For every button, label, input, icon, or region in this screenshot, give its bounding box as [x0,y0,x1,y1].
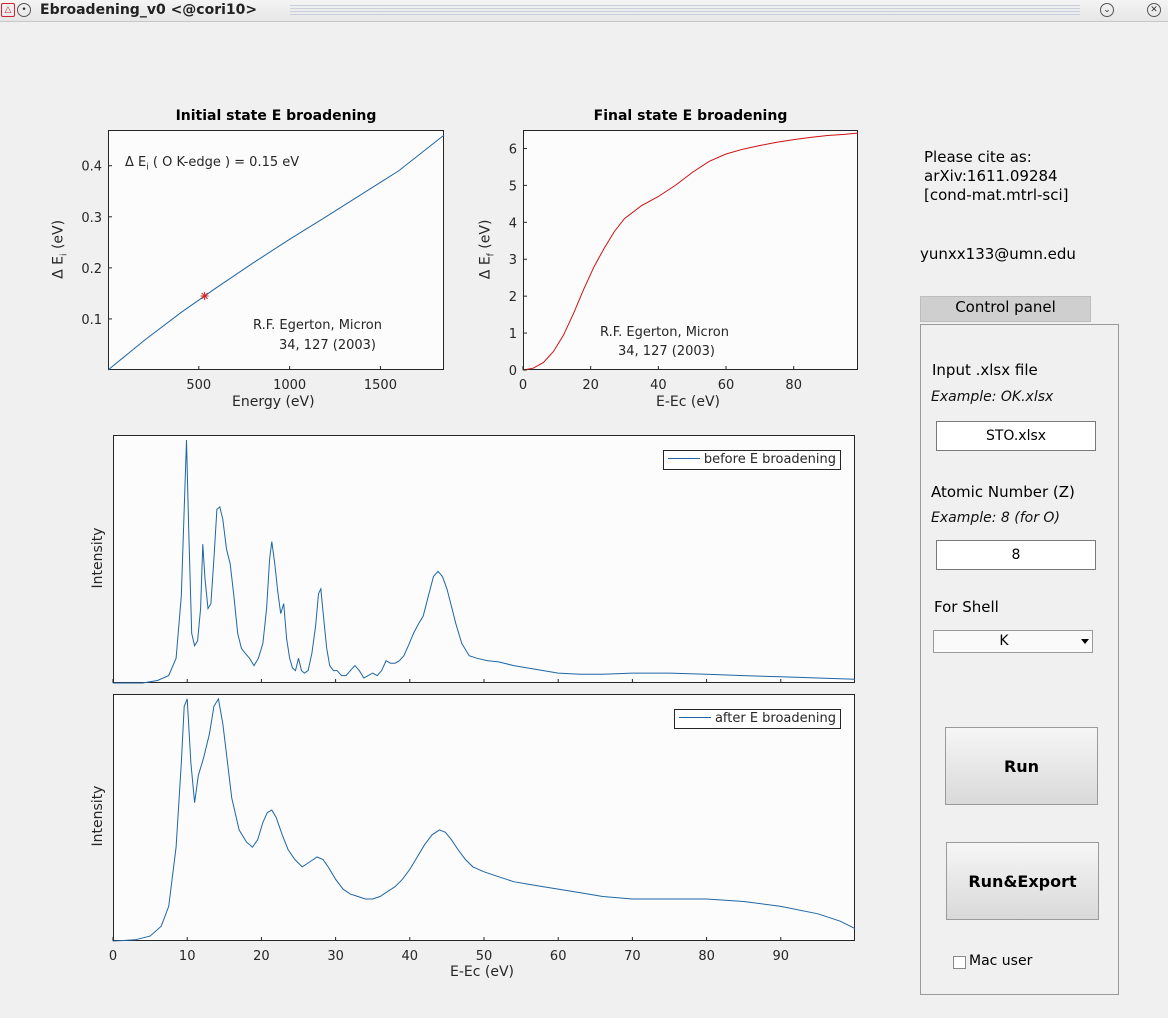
plot3-axes: before E broadening [113,435,855,683]
y-tick-label: 0.1 [81,313,102,328]
plot2-citation-line1: R.F. Egerton, Micron [600,325,729,340]
x-tick-label: 40 [402,949,419,964]
plot1-title: Initial state E broadening [175,108,377,124]
y-tick-label: 3 [509,253,517,268]
control-panel-title: Control panel [920,296,1091,322]
plot1-marker-point [200,291,209,300]
y-tick-label: 0.3 [81,211,102,226]
plot1-xlabel: Energy (eV) [232,394,315,410]
plot2-title: Final state E broadening [593,108,788,124]
plot2-series-line [522,132,859,371]
x-tick-label: 50 [476,949,493,964]
x-tick-label: 0 [109,949,117,964]
citation-box: Please cite as: arXiv:1611.09284 [cond-m… [922,148,1102,210]
email-text: yunxx133@umn.edu [920,244,1092,274]
y-tick-label: 1 [509,327,517,342]
plot1-annotation: Δ Ei ( O K-edge ) = 0.15 eV [125,155,300,173]
y-tick-label: 5 [509,179,517,194]
plot3-legend: before E broadening [662,450,841,470]
control-panel [920,324,1119,995]
window-menu-icon[interactable]: • [17,3,31,17]
x-tick-label: 60 [718,378,735,393]
x-tick-label: 70 [624,949,641,964]
y-tick-label: 0 [509,364,517,379]
plot4-legend: after E broadening [673,709,841,729]
x-tick-label: 1000 [273,378,306,393]
x-tick-label: 60 [550,949,567,964]
plot2-xlabel: E-Ec (eV) [656,394,721,410]
input-file-example: Example: OK.xlsx [931,389,1054,405]
shell-select[interactable]: K [933,630,1093,653]
app-icon: △ [1,3,15,17]
x-tick-label: 1500 [364,378,397,393]
legend-line-swatch [667,458,700,459]
run-button[interactable]: Run [945,727,1098,805]
x-tick-label: 20 [253,949,270,964]
plot1-axes: Δ Ei ( O K-edge ) = 0.15 eV R.F. Egerton… [108,130,444,370]
plot3-series-line [113,439,856,684]
plot1-citation-line1: R.F. Egerton, Micron [253,318,382,333]
close-icon[interactable]: ✕ [1147,3,1161,17]
x-tick-label: 30 [327,949,344,964]
minimize-icon[interactable]: ⌄ [1100,3,1114,17]
citation-line2: arXiv:1611.09284 [924,167,1058,185]
titlebar-decoration [290,5,1080,15]
legend-line-swatch [678,717,711,718]
mac-user-checkbox[interactable] [953,956,966,969]
citation-line3: [cond-mat.mtrl-sci] [924,186,1069,204]
y-tick-label: 0.4 [81,160,102,175]
plot2-axes: R.F. Egerton, Micron 34, 127 (2003) [523,130,858,370]
run-export-button[interactable]: Run&Export [946,842,1099,920]
x-tick-label: 80 [698,949,715,964]
x-tick-label: 40 [650,378,667,393]
x-tick-label: 500 [186,378,211,393]
window-title: Ebroadening_v0 <@cori10> [40,2,258,18]
plot2-citation-line2: 34, 127 (2003) [618,344,715,359]
plot4-series-line [112,697,856,942]
mac-user-label: Mac user [969,953,1033,969]
shell-label: For Shell [934,598,999,616]
atomic-number-label: Atomic Number (Z) [931,483,1075,501]
y-tick-label: 0.2 [81,262,102,277]
y-tick-label: 2 [509,290,517,305]
x-tick-label: 90 [773,949,790,964]
y-tick-label: 6 [509,142,517,157]
plot4-xlabel: E-Ec (eV) [450,964,515,980]
x-tick-label: 80 [785,378,802,393]
chevron-down-icon [1081,639,1089,644]
plot1-series-line [107,134,445,371]
atomic-number-field[interactable] [936,540,1096,570]
input-file-field[interactable] [936,421,1096,451]
x-tick-label: 20 [582,378,599,393]
plot1-citation-line2: 34, 127 (2003) [279,338,376,353]
input-file-label: Input .xlsx file [932,361,1038,379]
shell-select-value: K [999,633,1009,649]
y-tick-label: 4 [509,216,517,231]
window-titlebar: △ • Ebroadening_v0 <@cori10> ⌄ ✕ [0,0,1168,22]
x-tick-label: 0 [519,378,527,393]
atomic-number-example: Example: 8 (for O) [931,510,1060,526]
citation-line1: Please cite as: [924,148,1032,166]
x-tick-label: 10 [179,949,196,964]
